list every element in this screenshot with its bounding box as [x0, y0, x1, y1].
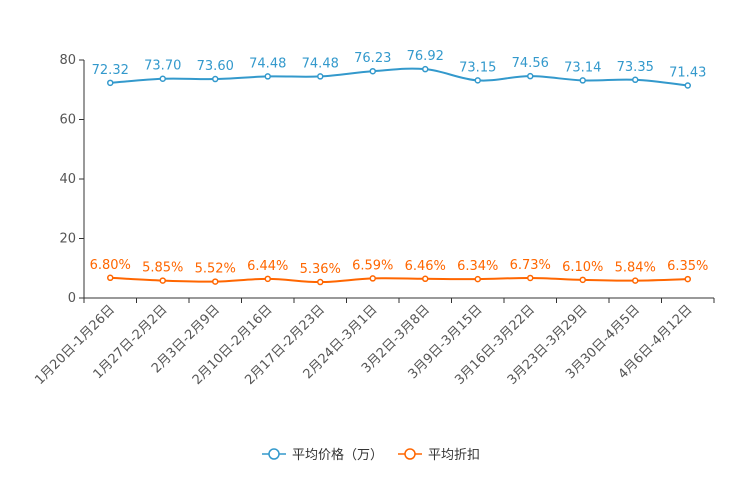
- data-label: 73.60: [197, 59, 234, 74]
- y-tick-label: 40: [59, 172, 76, 187]
- legend-item-0[interactable]: 平均价格（万）: [262, 447, 383, 463]
- data-point[interactable]: [527, 72, 534, 80]
- legend[interactable]: 平均价格（万） 平均折扣: [262, 447, 480, 463]
- data-label: 74.48: [249, 56, 286, 71]
- data-point[interactable]: [369, 275, 376, 282]
- series-layer: 72.32 73.70 73.60 74.48 74.48 76.23 76.92 73.15…: [90, 49, 708, 286]
- y-tick-label: 0: [68, 291, 76, 306]
- data-label: 5.52%: [195, 262, 236, 277]
- legend-label: 平均价格（万）: [292, 447, 383, 463]
- y-tick-label: 20: [59, 232, 76, 247]
- y-tick-label: 80: [59, 53, 76, 68]
- data-label: 76.92: [407, 49, 444, 64]
- data-point[interactable]: [684, 275, 691, 283]
- legend-label: 平均折扣: [428, 448, 480, 463]
- data-point[interactable]: [212, 75, 219, 83]
- data-point[interactable]: [527, 274, 534, 282]
- legend-marker: [268, 448, 280, 460]
- data-point[interactable]: [317, 278, 324, 286]
- legend-item-1[interactable]: 平均折扣: [398, 448, 480, 463]
- data-point[interactable]: [264, 73, 271, 80]
- data-label: 6.35%: [667, 259, 708, 274]
- data-point[interactable]: [107, 79, 114, 87]
- data-label: 74.56: [512, 56, 549, 71]
- data-point[interactable]: [159, 75, 166, 82]
- data-label: 73.15: [459, 60, 496, 75]
- data-label: 6.59%: [352, 258, 393, 273]
- data-label: 6.34%: [457, 259, 498, 274]
- data-label: 73.35: [617, 60, 654, 75]
- data-point[interactable]: [579, 276, 586, 284]
- data-label: 73.14: [564, 60, 601, 75]
- data-point[interactable]: [107, 274, 114, 282]
- data-label: 6.10%: [562, 260, 603, 275]
- data-label: 5.84%: [615, 261, 656, 276]
- series-1: 6.80% 5.85% 5.52% 6.44% 5.36% 6.59% 6.46% 6.34%…: [90, 258, 708, 286]
- data-point[interactable]: [264, 275, 271, 283]
- data-point[interactable]: [159, 277, 166, 284]
- data-label: 6.46%: [405, 259, 446, 274]
- data-point[interactable]: [317, 73, 324, 80]
- data-point[interactable]: [212, 278, 219, 285]
- data-point[interactable]: [369, 67, 376, 75]
- axes: 0204060801月20日-1月26日1月27日-2月2日2月3日-2月9日2…: [32, 53, 715, 388]
- data-point[interactable]: [474, 77, 481, 84]
- data-label: 6.80%: [90, 258, 131, 273]
- data-label: 5.36%: [300, 262, 341, 277]
- data-point[interactable]: [632, 277, 639, 284]
- data-label: 72.32: [92, 63, 129, 78]
- data-point[interactable]: [632, 76, 639, 84]
- series-line: [110, 67, 688, 87]
- legend-marker: [404, 448, 416, 460]
- data-point[interactable]: [474, 275, 481, 283]
- data-label: 5.85%: [142, 261, 183, 276]
- series-line: [110, 276, 688, 284]
- y-tick-label: 60: [59, 113, 76, 128]
- data-point[interactable]: [422, 65, 429, 73]
- data-label: 74.48: [302, 56, 339, 71]
- data-label: 71.43: [669, 65, 706, 80]
- data-label: 6.73%: [510, 258, 551, 273]
- data-label: 76.23: [354, 51, 391, 66]
- data-point[interactable]: [422, 275, 429, 283]
- data-point[interactable]: [684, 82, 691, 89]
- series-0: 72.32 73.70 73.60 74.48 74.48 76.23 76.92 73.15…: [92, 49, 706, 89]
- data-label: 73.70: [144, 59, 181, 74]
- data-label: 6.44%: [247, 259, 288, 274]
- data-point[interactable]: [579, 77, 586, 84]
